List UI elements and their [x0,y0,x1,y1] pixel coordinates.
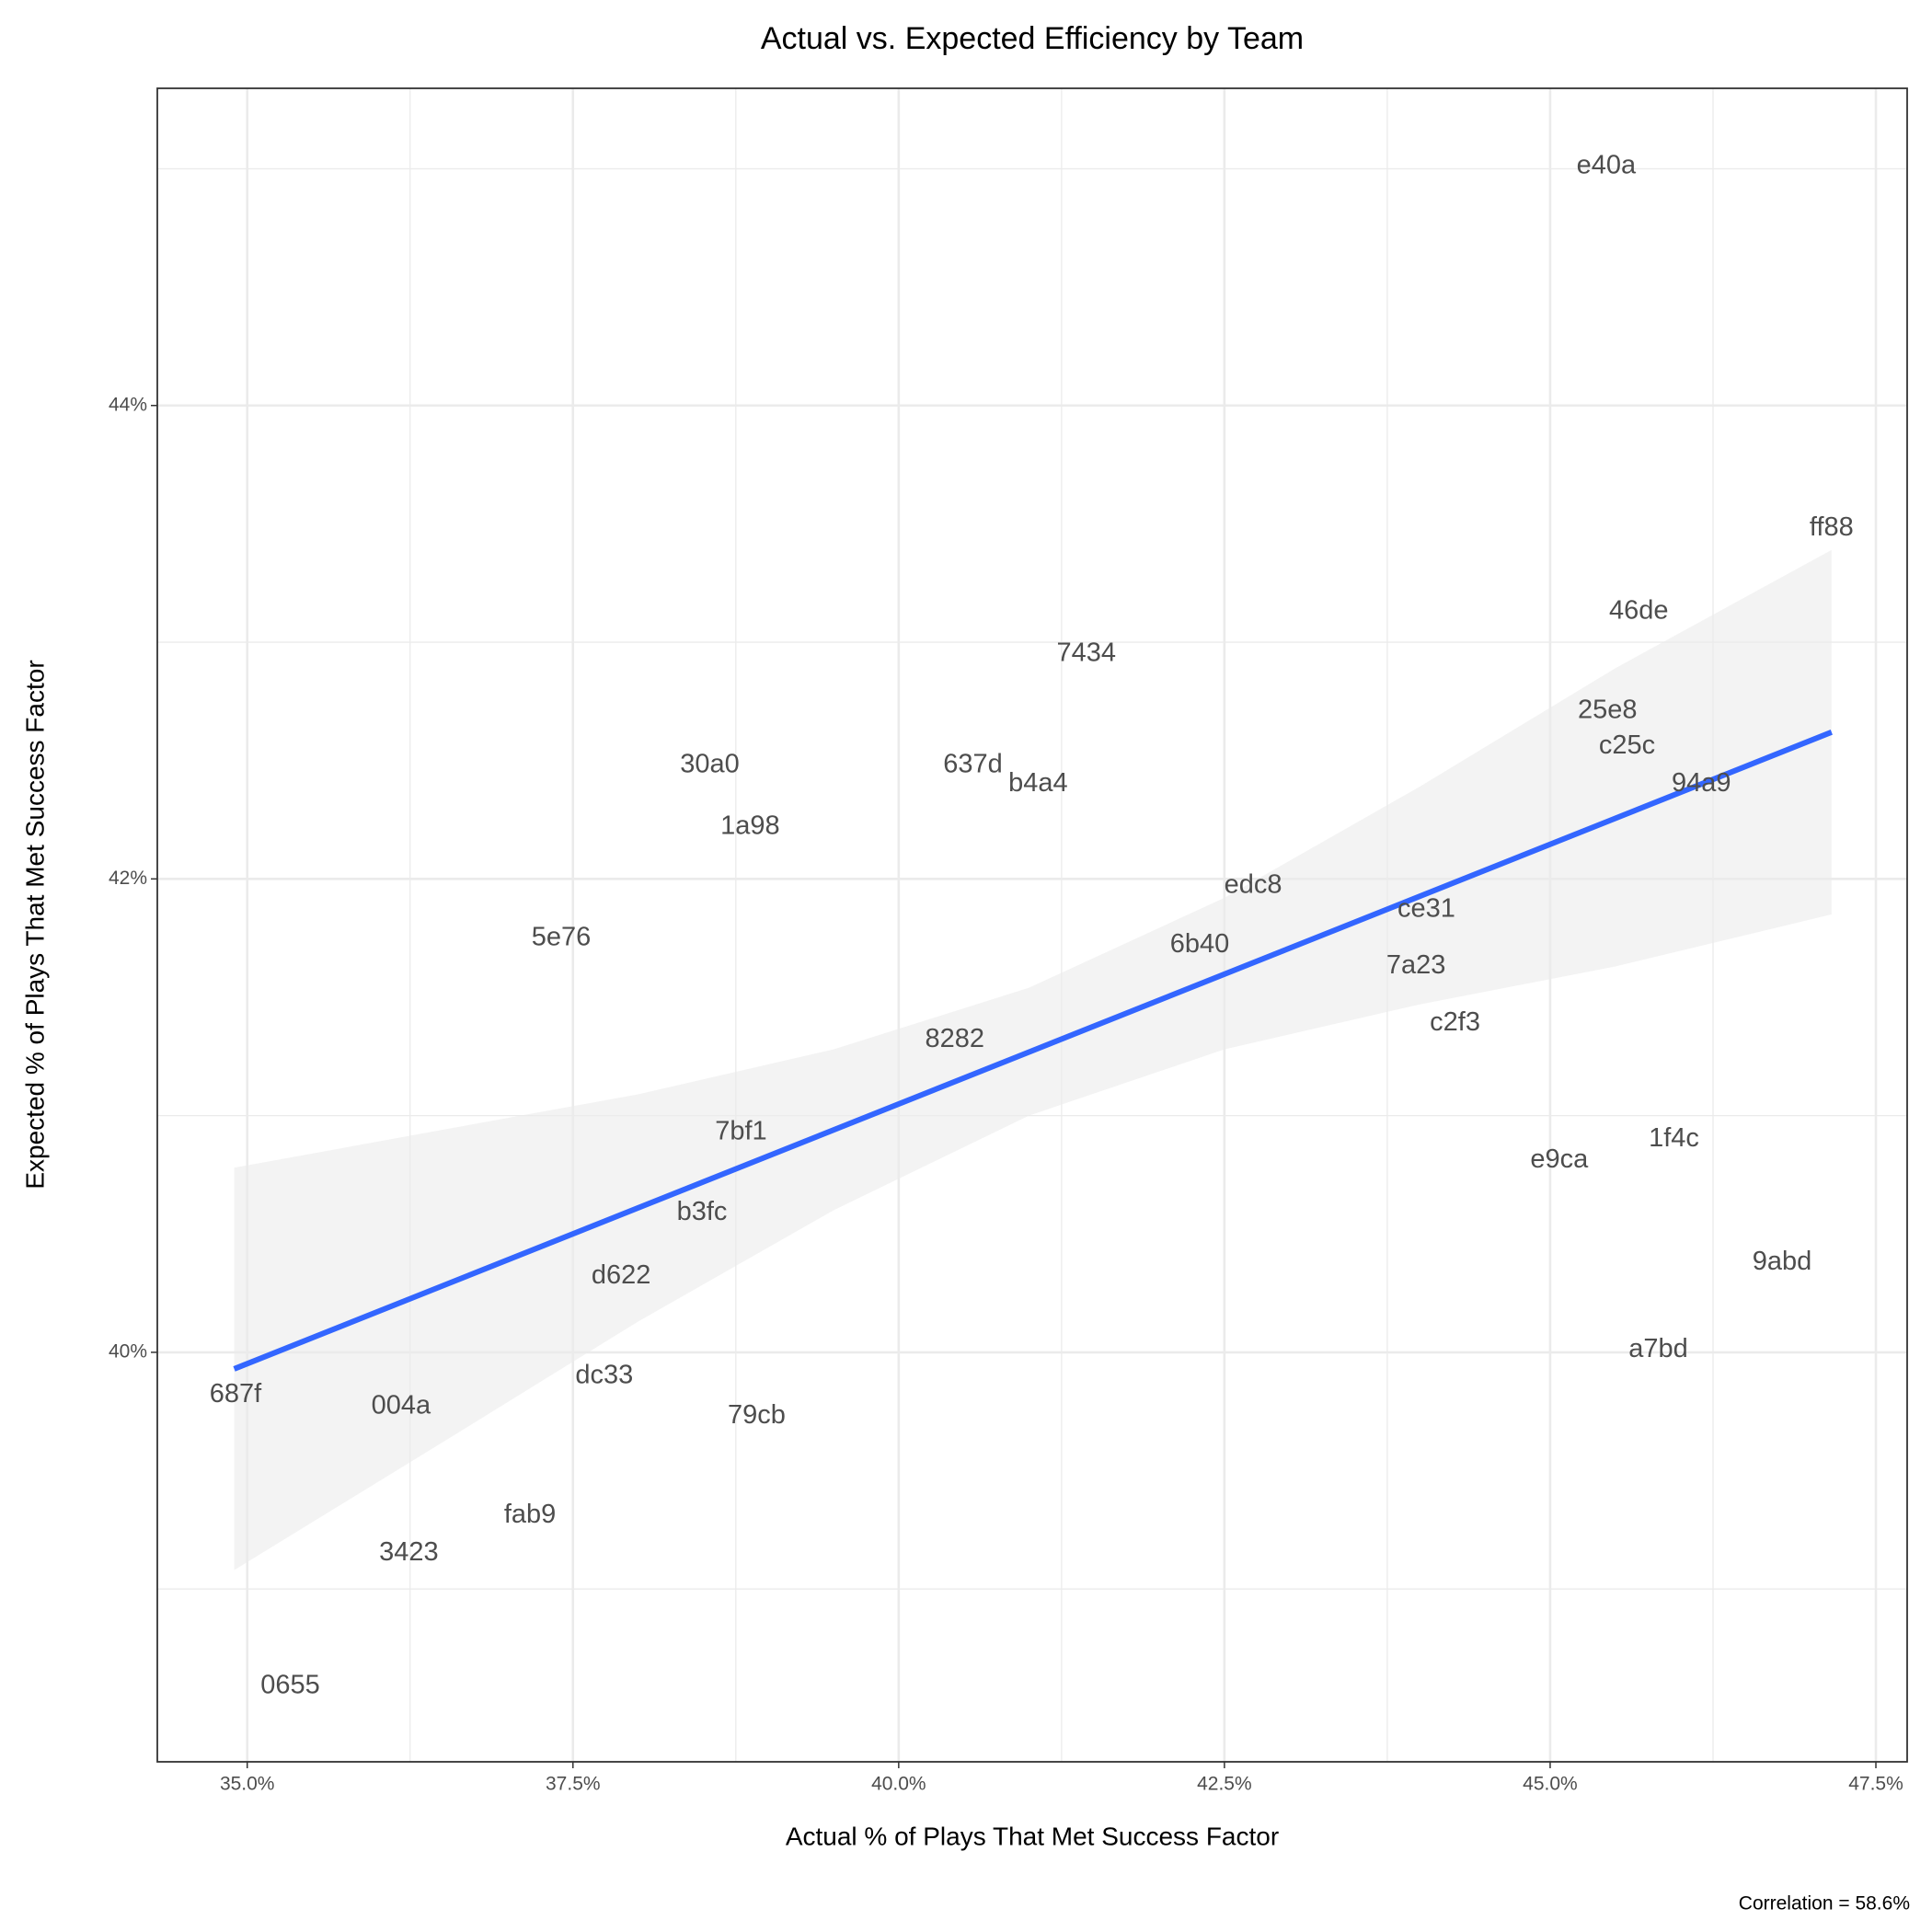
point-label: 30a0 [680,749,740,778]
point-label: 7bf1 [715,1116,766,1145]
point-label: a7bd [1628,1334,1688,1363]
point-label: 637d [943,749,1003,778]
point-label: 46de [1609,595,1669,625]
point-label: 94a9 [1672,768,1731,798]
point-label: ce31 [1397,893,1455,923]
x-axis-title: Actual % of Plays That Met Success Facto… [786,1822,1279,1850]
point-label: 1f4c [1649,1123,1699,1153]
point-label: c25c [1599,730,1655,760]
point-label: 6b40 [1170,929,1230,959]
x-tick-label: 35.0% [220,1774,275,1795]
point-label: b3fc [677,1197,728,1226]
panel-border [156,87,1908,1763]
point-label: 5e76 [532,922,592,951]
point-label: 0655 [260,1670,320,1699]
point-label: 8282 [925,1024,984,1053]
point-label: d622 [592,1260,651,1290]
y-tick-label: 42% [109,868,147,889]
y-axis-title: Expected % of Plays That Met Success Fac… [20,660,49,1189]
point-label: edc8 [1225,870,1282,900]
point-label: dc33 [575,1360,633,1389]
chart-title: Actual vs. Expected Efficiency by Team [761,21,1304,56]
caption: Correlation = 58.6% [1739,1893,1910,1915]
x-tick-label: 42.5% [1197,1774,1252,1795]
point-label: 3423 [379,1537,439,1567]
y-tick-label: 40% [109,1340,147,1362]
y-tick-label: 44% [109,394,147,415]
point-label: e9ca [1530,1144,1589,1174]
point-label: ff88 [1810,512,1854,542]
x-tick-label: 47.5% [1848,1774,1903,1795]
point-label: 004a [372,1391,431,1420]
point-label: 9abd [1753,1247,1812,1276]
x-tick-label: 37.5% [546,1774,601,1795]
point-label: e40a [1577,151,1637,180]
confidence-band [234,549,1832,1570]
point-label: c2f3 [1430,1007,1480,1037]
x-tick-label: 40.0% [871,1774,926,1795]
point-label: fab9 [504,1500,556,1529]
fit-line [233,730,1833,1372]
point-label: 1a98 [720,811,780,840]
point-label: 7434 [1057,638,1117,668]
point-label: b4a4 [1008,768,1068,798]
point-label: 7a23 [1386,950,1446,980]
point-label: 687f [210,1379,262,1409]
point-label: 79cb [728,1400,786,1430]
x-tick-label: 45.0% [1523,1774,1578,1795]
point-label: 25e8 [1578,695,1638,724]
